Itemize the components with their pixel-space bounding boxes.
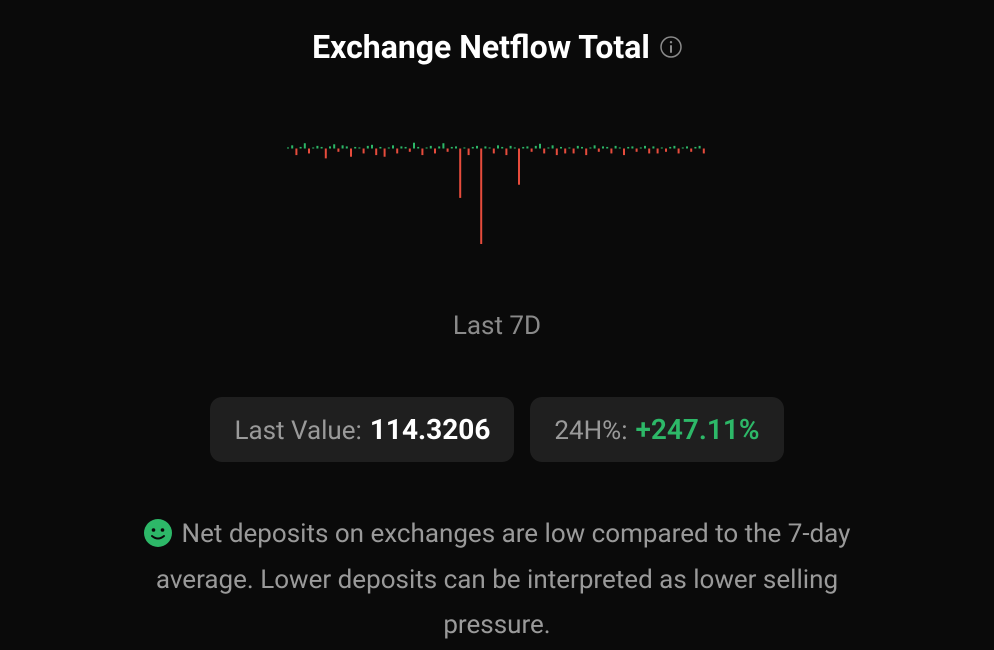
change-24h-number: +247.11% [636, 413, 760, 446]
description-text: Net deposits on exchanges are low compar… [107, 512, 887, 649]
change-24h-label: 24H%: [554, 416, 627, 446]
last-value-label: Last Value: [234, 416, 361, 446]
period-label: Last 7D [453, 311, 541, 341]
stats-row: Last Value: 114.3206 24H%: +247.11% [210, 397, 783, 462]
header: Exchange Netflow Total [312, 28, 682, 66]
page-title: Exchange Netflow Total [312, 28, 650, 66]
bar-chart-svg [287, 116, 707, 246]
last-value-pill: Last Value: 114.3206 [210, 397, 514, 462]
change-24h-pill: 24H%: +247.11% [530, 397, 783, 462]
info-icon[interactable] [660, 36, 682, 58]
last-value-number: 114.3206 [370, 413, 491, 446]
smiley-icon [144, 519, 172, 547]
netflow-chart [287, 116, 707, 246]
description: Net deposits on exchanges are low compar… [107, 512, 887, 649]
description-body: Net deposits on exchanges are low compar… [156, 519, 851, 640]
